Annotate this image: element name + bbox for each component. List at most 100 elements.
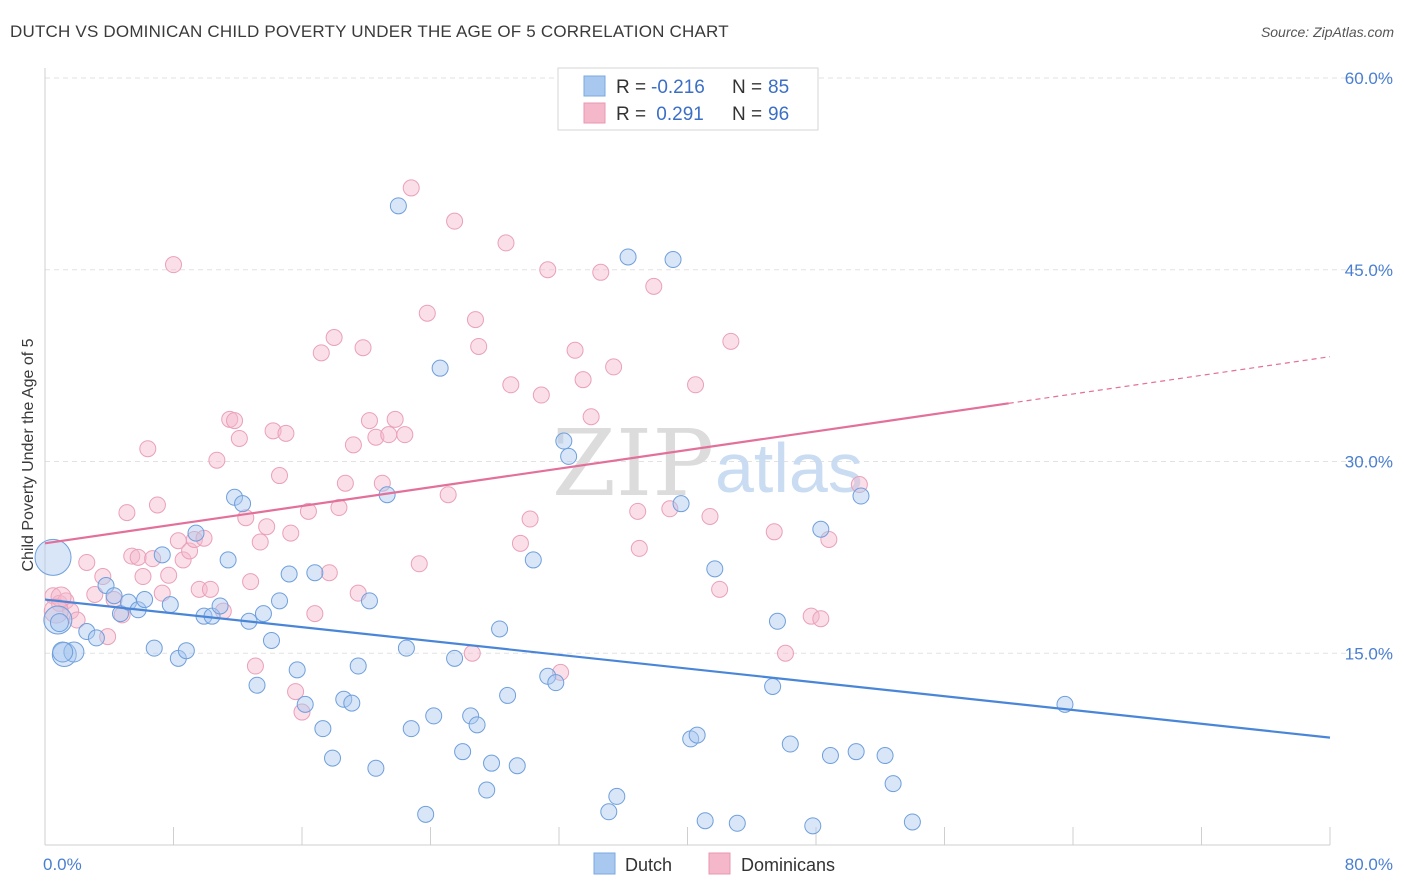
dutch-point (560, 447, 578, 465)
dutch-point (324, 749, 342, 767)
dominicans-point (497, 234, 515, 252)
legend-n-label-dutch: N = (732, 77, 762, 98)
y-tick-label: 30.0% (1345, 453, 1393, 472)
dominicans-point (402, 179, 420, 197)
dominicans-point (629, 502, 647, 520)
dominicans-point (701, 507, 719, 525)
dutch-point (111, 605, 129, 623)
dominicans-point (271, 467, 289, 485)
dominicans-point (201, 580, 219, 598)
dominicans-trend-extension (1008, 356, 1331, 404)
dutch-point (43, 605, 73, 635)
dominicans-point (532, 386, 550, 404)
dutch-point (876, 747, 894, 765)
dutch-point (335, 690, 353, 708)
dominicans-point (148, 496, 166, 514)
legend-r-value-dominicans: 0.291 (651, 104, 704, 125)
dutch-point (524, 551, 542, 569)
legend-r-label-dominicans: R = (616, 104, 646, 125)
trend-lines (44, 356, 1331, 739)
dutch-point (431, 359, 449, 377)
dominicans-point (258, 518, 276, 536)
dominicans-point (552, 663, 570, 681)
dutch-point (847, 743, 865, 761)
dutch-point (314, 720, 332, 738)
dutch-point (177, 642, 195, 660)
dominicans-point (277, 424, 295, 442)
dutch-point (187, 524, 205, 542)
dominicans-point (208, 451, 226, 469)
dutch-point (672, 495, 690, 513)
dutch-point (34, 538, 72, 576)
dutch-point (468, 716, 486, 734)
dutch-point (105, 587, 123, 605)
dutch-point (145, 639, 163, 657)
dutch-point (78, 623, 96, 641)
dutch-point (600, 803, 618, 821)
dominicans-point (139, 440, 157, 458)
dutch-point (254, 605, 272, 623)
y-tick-label: 15.0% (1345, 644, 1393, 663)
dominicans-point (134, 568, 152, 586)
dominicans-point (722, 332, 740, 350)
bottom-legend-swatch-dominicans (708, 852, 731, 875)
dominicans-point (360, 412, 378, 430)
dominicans-point (410, 555, 428, 573)
source-credit: Source: ZipAtlas.com (1260, 24, 1394, 40)
dutch-point (547, 674, 565, 692)
dutch-point (491, 620, 509, 638)
dominicans-point (123, 547, 141, 565)
legend-n-value-dutch: 85 (768, 77, 789, 98)
dominicans-point (645, 277, 663, 295)
dominicans-point (336, 474, 354, 492)
dutch-point (360, 592, 378, 610)
dutch-point (706, 560, 724, 578)
bottom-legend-label-dominicans: Dominicans (741, 855, 835, 875)
dominicans-point (521, 510, 539, 528)
dominicans-point (502, 376, 520, 394)
dominicans-point (251, 533, 269, 551)
dutch-point (402, 720, 420, 738)
dominicans-point (312, 344, 330, 362)
dominicans-point (439, 486, 457, 504)
dutch-point (619, 248, 637, 266)
watermark-atlas: atlas (715, 429, 863, 507)
dominicans-point (367, 428, 385, 446)
dutch-point (161, 596, 179, 614)
dominicans-point (511, 534, 529, 552)
dutch-point (397, 639, 415, 657)
dutch-point (296, 695, 314, 713)
dutch-point (417, 805, 435, 823)
legend-n-label-dominicans: N = (732, 104, 762, 125)
dominicans-point (129, 548, 147, 566)
dutch-point (462, 707, 480, 725)
dominicans-point (605, 358, 623, 376)
y-tick-label: 45.0% (1345, 261, 1393, 280)
axes (44, 68, 1331, 846)
dominicans-point (592, 263, 610, 281)
dominicans-point (630, 539, 648, 557)
dominicans-point (470, 337, 488, 355)
dominicans-point (687, 376, 705, 394)
dutch-point (343, 694, 361, 712)
dominicans-points (43, 179, 868, 721)
dominicans-point (466, 311, 484, 329)
dutch-point (812, 520, 830, 538)
dominicans-point (776, 644, 794, 662)
dutch-point (211, 597, 229, 615)
dominicans-point (94, 568, 112, 586)
dutch-point (367, 759, 385, 777)
dominicans-point (86, 585, 104, 603)
dutch-point (219, 551, 237, 569)
y-tick-label: 60.0% (1345, 69, 1393, 88)
dutch-point (903, 813, 921, 831)
dominicans-point (226, 412, 244, 430)
dominicans-point (574, 371, 592, 389)
dutch-point (389, 197, 407, 215)
dutch-point (52, 641, 74, 663)
dutch-trend-line (44, 598, 1331, 739)
dutch-point (688, 726, 706, 744)
dominicans-point (118, 504, 136, 522)
chart-title: DUTCH VS DOMINICAN CHILD POVERTY UNDER T… (10, 22, 729, 41)
dutch-point (349, 657, 367, 675)
